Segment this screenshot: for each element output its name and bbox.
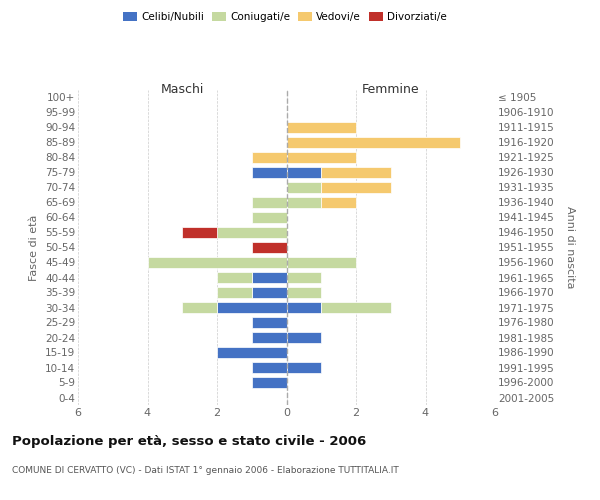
Bar: [182, 302, 217, 313]
Bar: [287, 257, 356, 268]
Text: COMUNE DI CERVATTO (VC) - Dati ISTAT 1° gennaio 2006 - Elaborazione TUTTITALIA.I: COMUNE DI CERVATTO (VC) - Dati ISTAT 1° …: [12, 466, 399, 475]
Y-axis label: Fasce di età: Fasce di età: [29, 214, 40, 280]
Bar: [287, 137, 460, 148]
Bar: [287, 287, 321, 298]
Bar: [321, 302, 391, 313]
Bar: [287, 302, 321, 313]
Bar: [217, 302, 287, 313]
Bar: [287, 332, 321, 343]
Bar: [252, 242, 287, 253]
Bar: [287, 197, 321, 208]
Bar: [148, 257, 287, 268]
Text: Maschi: Maschi: [161, 83, 204, 96]
Bar: [217, 287, 252, 298]
Bar: [287, 167, 321, 178]
Bar: [287, 152, 356, 163]
Text: Popolazione per età, sesso e stato civile - 2006: Popolazione per età, sesso e stato civil…: [12, 435, 366, 448]
Bar: [182, 227, 217, 238]
Bar: [287, 182, 321, 193]
Bar: [252, 152, 287, 163]
Bar: [252, 317, 287, 328]
Bar: [252, 272, 287, 283]
Bar: [217, 272, 252, 283]
Bar: [321, 182, 391, 193]
Bar: [252, 167, 287, 178]
Bar: [287, 362, 321, 373]
Bar: [321, 197, 356, 208]
Text: Femmine: Femmine: [362, 83, 419, 96]
Bar: [287, 122, 356, 133]
Bar: [252, 332, 287, 343]
Bar: [287, 272, 321, 283]
Bar: [217, 227, 287, 238]
Bar: [321, 167, 391, 178]
Bar: [252, 197, 287, 208]
Bar: [252, 287, 287, 298]
Bar: [252, 377, 287, 388]
Bar: [252, 362, 287, 373]
Y-axis label: Anni di nascita: Anni di nascita: [565, 206, 575, 288]
Bar: [252, 212, 287, 223]
Bar: [217, 347, 287, 358]
Legend: Celibi/Nubili, Coniugati/e, Vedovi/e, Divorziati/e: Celibi/Nubili, Coniugati/e, Vedovi/e, Di…: [119, 8, 451, 26]
